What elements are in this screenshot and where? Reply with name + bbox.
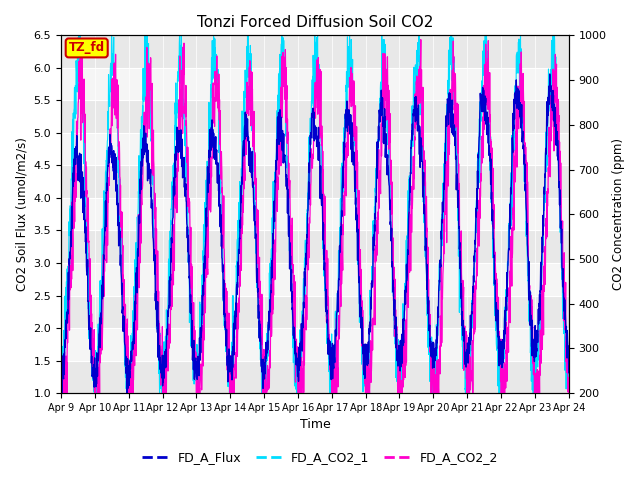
Bar xyxy=(61,68,569,100)
Y-axis label: CO2 Concentration (ppm): CO2 Concentration (ppm) xyxy=(612,138,625,290)
Title: Tonzi Forced Diffusion Soil CO2: Tonzi Forced Diffusion Soil CO2 xyxy=(196,15,433,30)
Bar xyxy=(61,263,569,296)
Bar xyxy=(61,133,569,166)
Legend: FD_A_Flux, FD_A_CO2_1, FD_A_CO2_2: FD_A_Flux, FD_A_CO2_1, FD_A_CO2_2 xyxy=(138,446,502,469)
Text: TZ_fd: TZ_fd xyxy=(68,41,105,54)
Y-axis label: CO2 Soil Flux (umol/m2/s): CO2 Soil Flux (umol/m2/s) xyxy=(15,137,28,291)
X-axis label: Time: Time xyxy=(300,419,330,432)
Bar xyxy=(61,328,569,360)
Bar xyxy=(61,198,569,230)
